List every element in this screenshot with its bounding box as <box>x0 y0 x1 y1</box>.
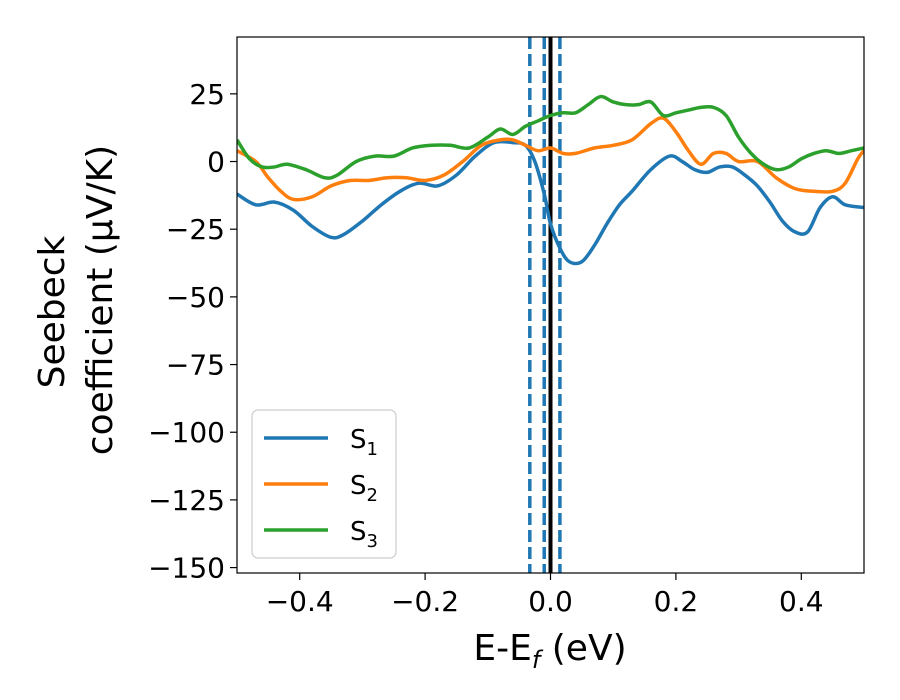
x-tick-label: 0.0 <box>528 585 573 618</box>
legend-label-name: S <box>350 425 367 455</box>
x-tick-label: −0.2 <box>391 585 459 618</box>
y-tick-label: −25 <box>166 213 225 246</box>
vertical-lines <box>528 37 562 573</box>
x-axis-title: E-Ef (eV) <box>473 628 626 674</box>
x-tick-label: 0.2 <box>654 585 699 618</box>
y-tick-label: −75 <box>166 349 225 382</box>
legend-label-subscript: 1 <box>367 439 378 460</box>
y-tick-label: 25 <box>189 78 225 111</box>
legend-label-name: S <box>350 517 367 547</box>
y-tick-label: 0 <box>207 146 225 179</box>
legend-label-subscript: 2 <box>367 485 378 506</box>
series-line-s1 <box>237 139 864 266</box>
x-axis-title-main: E-E <box>473 628 531 669</box>
y-tick-label: −150 <box>148 552 225 585</box>
legend-label-s1: S1 <box>350 425 378 460</box>
legend-label-s3: S3 <box>350 517 378 552</box>
legend-label-subscript: 3 <box>367 531 378 552</box>
y-tick-label: −100 <box>148 416 225 449</box>
legend-label-name: S <box>350 471 367 501</box>
y-axis-title-line1: Seebeck <box>32 235 73 388</box>
legend-label-s2: S2 <box>350 471 378 506</box>
x-axis-title-unit: (eV) <box>540 628 626 669</box>
y-tick-label: −125 <box>148 484 225 517</box>
x-tick-label: 0.4 <box>779 585 824 618</box>
y-tick-label: −50 <box>166 281 225 314</box>
series-line-s3 <box>237 94 864 180</box>
y-axis-title: Seebeck coefficient (μV/K) <box>32 145 121 455</box>
axes: −0.4 −0.2 0.0 0.2 0.4 25 0 −25 −50 −75 −100 −125 −15… <box>148 36 865 618</box>
x-tick-label: −0.4 <box>266 585 334 618</box>
series-lines <box>237 94 864 266</box>
y-axis-title-line2: coefficient (μV/K) <box>80 145 121 455</box>
